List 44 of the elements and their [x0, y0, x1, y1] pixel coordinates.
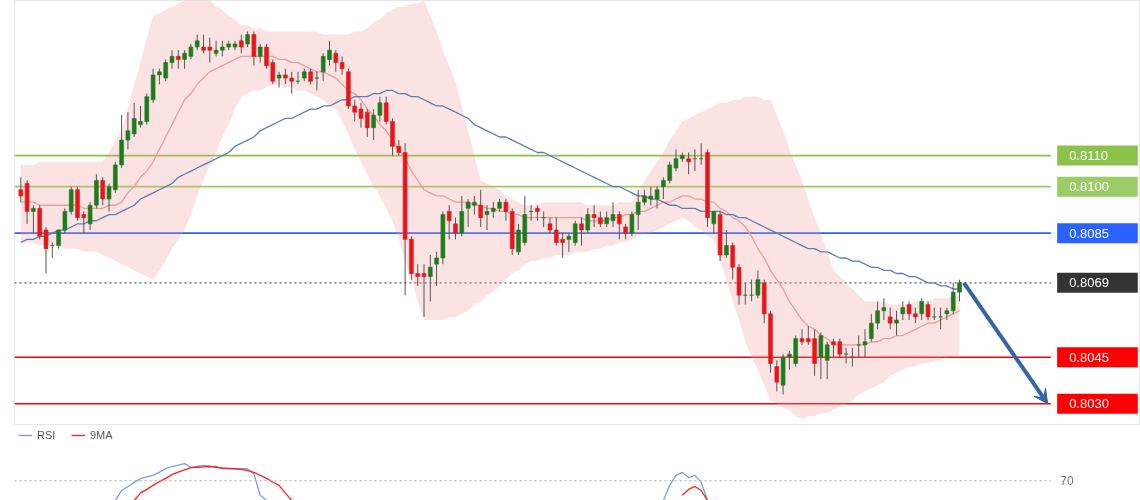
candlestick — [503, 198, 509, 222]
candlestick — [887, 307, 893, 330]
candlestick — [919, 297, 924, 321]
candlestick — [629, 210, 635, 237]
candlestick — [938, 307, 943, 330]
y-tick-label: 0.8110 — [1069, 148, 1108, 164]
candlestick — [711, 210, 717, 234]
candlestick — [478, 189, 483, 228]
candlestick — [459, 195, 465, 237]
candlestick — [585, 207, 591, 234]
y-tick-label: 0.8085 — [1069, 225, 1109, 241]
candlestick — [428, 254, 433, 302]
candlestick — [251, 31, 257, 67]
candlestick — [617, 210, 622, 240]
candlestick — [333, 49, 339, 73]
candlestick — [724, 229, 729, 259]
candlestick — [176, 49, 181, 70]
candlestick — [453, 217, 458, 240]
candlestick — [686, 152, 691, 175]
candlestick — [894, 310, 899, 337]
y-tick-label: 0.8045 — [1069, 349, 1109, 365]
candlestick — [371, 108, 376, 141]
candlestick — [843, 347, 849, 364]
y-tick-label: 0.8030 — [1069, 396, 1109, 412]
candlestick — [446, 204, 452, 240]
candlestick — [257, 43, 263, 64]
candlestick — [276, 71, 282, 88]
candlestick — [377, 96, 383, 122]
candlestick — [925, 300, 931, 321]
candlestick — [774, 359, 780, 392]
y-tick-label: 0.8100 — [1069, 179, 1109, 195]
candlestick — [900, 300, 906, 321]
candlestick — [755, 269, 761, 299]
candlestick — [944, 307, 950, 321]
legend-label: 9MA — [90, 429, 113, 441]
text: 70 — [1060, 474, 1074, 489]
candlestick — [314, 71, 320, 91]
candlestick — [579, 217, 584, 247]
y-tick-label: 0.8069 — [1069, 275, 1109, 291]
candlestick — [31, 204, 36, 234]
candlestick — [100, 176, 105, 206]
candlestick — [339, 55, 345, 76]
legend-label: RSI — [37, 429, 57, 441]
candlestick — [239, 34, 244, 54]
